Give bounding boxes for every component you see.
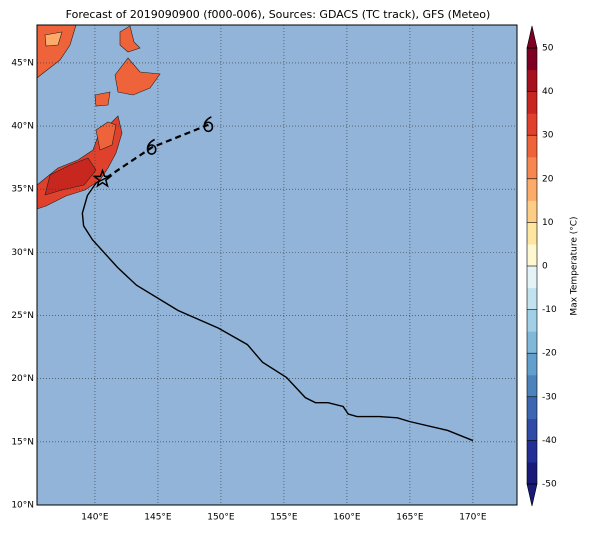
land [36,24,161,210]
colorbar-tick-label: -40 [542,436,557,446]
y-tick-label: 15°N [11,437,34,447]
x-tick-label: 160°E [333,513,361,523]
colorbar-band [527,135,537,158]
y-tick-label: 25°N [11,311,34,321]
colorbar-band [527,266,537,289]
colorbar-tick-label: 50 [542,44,554,54]
storm-track [105,123,209,179]
y-tick-label: 35°N [11,185,34,195]
colorbar-tick-label: 10 [542,218,554,228]
y-tick-label: 30°N [11,248,34,258]
x-tick-label: 170°E [459,513,487,523]
x-tick-label: 155°E [270,513,298,523]
colorbar-tick-label: 40 [542,87,554,97]
colorbar-label: Max Temperature (°C) [570,216,580,315]
x-tick-label: 150°E [207,513,235,523]
colorbar-band [527,200,537,223]
colorbar-tick-label: -10 [542,305,557,315]
y-tick-label: 10°N [11,501,34,511]
colorbar-band [527,440,537,463]
colorbar-extend [526,25,538,49]
colorbar-tick-label: -30 [542,392,557,402]
colorbar-band [527,396,537,419]
chart-title: Forecast of 2019090900 (f000-006), Sourc… [66,8,491,21]
typhoon-symbol [146,138,157,155]
y-tick-label: 45°N [11,58,34,68]
colorbar-tick-label: -50 [542,480,557,490]
colorbar-tick-label: 30 [542,131,554,141]
colorbar-band [527,244,537,267]
colorbar-extend [526,483,538,507]
x-tick-label: 145°E [144,513,172,523]
x-tick-label: 165°E [396,513,424,523]
colorbar-band [527,178,537,201]
landfall-star [92,168,113,188]
y-tick-label: 20°N [11,374,34,384]
colorbar-band [527,222,537,245]
ocean [37,25,517,505]
y-tick-label: 40°N [11,122,34,132]
colorbar-band [527,462,537,485]
typhoon-symbol [203,116,214,133]
colorbar-band [527,375,537,398]
x-tick-label: 140°E [81,513,109,523]
storm-track [81,177,474,442]
colorbar-band [527,48,537,71]
colorbar-band [527,418,537,441]
colorbar-band [527,69,537,92]
colorbar-band [527,309,537,332]
colorbar-band [527,287,537,310]
colorbar-tick-label: -20 [542,349,557,359]
colorbar-band [527,113,537,136]
colorbar-tick-label: 0 [542,262,548,272]
colorbar-band [527,157,537,180]
colorbar-tick-label: 20 [542,174,554,184]
colorbar-band [527,331,537,354]
map-frame [36,24,518,506]
colorbar-band [527,353,537,376]
colorbar-band [527,91,537,114]
